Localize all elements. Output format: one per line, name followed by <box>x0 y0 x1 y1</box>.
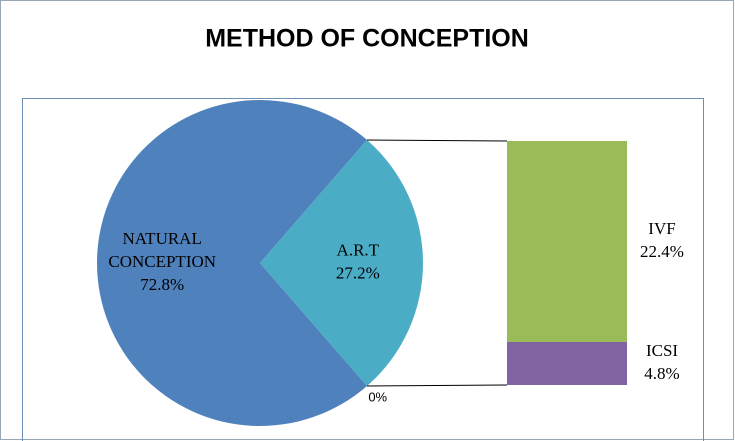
pie-label-line: A.R.T <box>337 240 380 259</box>
bar-label: ICSI 4.8% <box>644 341 679 383</box>
pie-label-line: NATURAL <box>123 229 202 248</box>
pie-label: 0% <box>368 390 387 405</box>
connector <box>367 384 508 387</box>
bar-label: IVF 22.4% <box>640 219 684 261</box>
pie-label-line: 72.8% <box>140 275 184 294</box>
pie-label-line: CONCEPTION <box>108 252 216 271</box>
pie-label: A.R.T 27.2% <box>336 240 380 282</box>
bar-label-line: IVF <box>648 219 675 238</box>
chart-title: METHOD OF CONCEPTION <box>205 25 529 53</box>
connector <box>367 139 508 142</box>
plot-border <box>22 98 704 441</box>
bar-segment <box>507 341 627 385</box>
bar-label-line: ICSI <box>646 341 678 360</box>
pie-slice <box>96 99 368 426</box>
pie-label-line: 27.2% <box>336 263 380 282</box>
bar-label-line: 22.4% <box>640 242 684 261</box>
pie-slice <box>260 140 423 386</box>
bar-label-line: 4.8% <box>644 364 679 383</box>
bar-segment <box>507 141 627 342</box>
pie-label: NATURAL CONCEPTION 72.8% <box>108 229 216 294</box>
